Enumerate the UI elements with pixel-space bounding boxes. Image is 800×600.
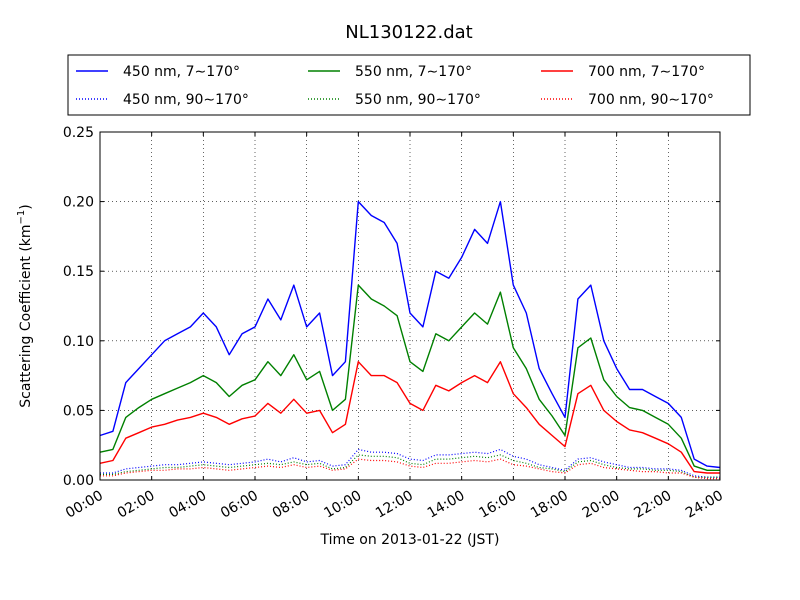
y-tick-label: 0.15 xyxy=(63,264,94,280)
series-line-0 xyxy=(99,200,721,469)
y-axis-label-unit-exponent: −1 xyxy=(16,210,27,225)
legend-label-0: 450 nm, 7∼170° xyxy=(123,64,240,80)
y-tick-label: 0.20 xyxy=(63,195,94,211)
series-lines xyxy=(99,200,721,480)
legend: 450 nm, 7∼170° 550 nm, 7∼170° 700 nm, 7∼17… xyxy=(67,54,751,116)
series-line-1 xyxy=(99,284,720,471)
chart-title: NL130122.dat xyxy=(345,22,472,43)
y-axis-label: Scattering Coefficient (km−1) xyxy=(16,204,34,408)
y-tick-label: 0.10 xyxy=(63,334,94,350)
y-tick-label: 0.05 xyxy=(63,403,94,419)
series-line-4 xyxy=(100,454,720,478)
y-axis-label-close: ) xyxy=(18,204,34,209)
y-axis-label-main: Scattering Coefficient (km xyxy=(18,224,34,407)
x-axis-label: Time on 2013-01-22 (JST) xyxy=(320,532,500,548)
series-line-2 xyxy=(99,361,720,474)
y-tick-label: 0.25 xyxy=(63,125,94,141)
grid xyxy=(100,132,720,480)
legend-label-2: 700 nm, 7∼170° xyxy=(588,64,705,80)
legend-label-4: 550 nm, 90∼170° xyxy=(355,92,481,108)
plot-area: 00:00 02:00 04:00 06:00 08:00 10:00 12:00 14:00… xyxy=(63,125,726,522)
y-tick-label: 0.00 xyxy=(63,473,94,489)
legend-frame xyxy=(67,54,751,116)
legend-label-1: 550 nm, 7∼170° xyxy=(355,64,472,80)
legend-label-5: 700 nm, 90∼170° xyxy=(588,92,714,108)
legend-label-3: 450 nm, 90∼170° xyxy=(123,92,249,108)
